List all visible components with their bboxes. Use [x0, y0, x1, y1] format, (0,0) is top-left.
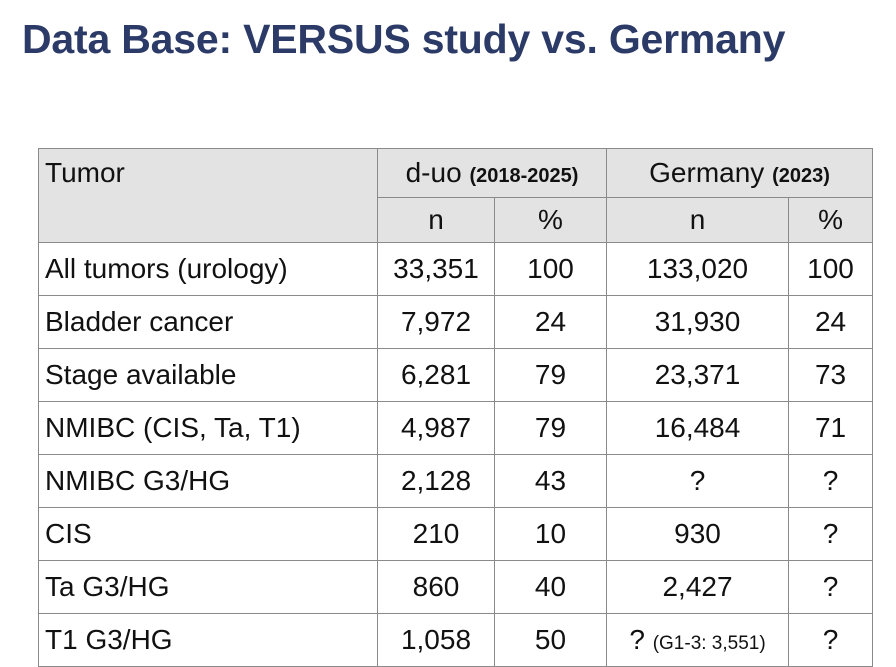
germany-n-cell: ? [606, 454, 790, 508]
data-table: Tumor d-uo (2018-2025) Germany (2023) n … [38, 148, 874, 667]
table-row: T1 G3/HG 1,058 50 ? (G1-3: 3,551) ? [38, 613, 874, 667]
header-germany-name: Germany [649, 157, 765, 188]
header-group-germany: Germany (2023) [606, 148, 874, 198]
duo-n-cell: 1,058 [377, 613, 495, 667]
row-label: All tumors (urology) [38, 242, 378, 296]
duo-pct-cell: 24 [493, 295, 608, 349]
germany-pct-cell: ? [788, 507, 874, 561]
germany-pct-cell: 100 [788, 242, 874, 296]
header-duo-period: (2018-2025) [469, 165, 579, 187]
table-row: NMIBC G3/HG 2,128 43 ? ? [38, 454, 874, 508]
header-duo-pct: % [493, 197, 608, 243]
duo-n-cell: 210 [377, 507, 495, 561]
duo-pct-cell: 40 [493, 560, 608, 614]
germany-n-cell: 31,930 [606, 295, 790, 349]
germany-n-cell: 23,371 [606, 348, 790, 402]
table-row: Ta G3/HG 860 40 2,427 ? [38, 560, 874, 614]
duo-pct-cell: 79 [493, 348, 608, 402]
table-row: All tumors (urology) 33,351 100 133,020 … [38, 242, 874, 296]
germany-n-note: (G1-3: 3,551) [652, 633, 766, 654]
row-label: Ta G3/HG [38, 560, 378, 614]
germany-pct-cell: ? [788, 613, 874, 667]
germany-pct-cell: ? [788, 560, 874, 614]
germany-n-cell: 2,427 [606, 560, 790, 614]
row-label: Bladder cancer [38, 295, 378, 349]
duo-n-cell: 860 [377, 560, 495, 614]
header-germany-n: n [606, 197, 790, 243]
header-duo-name: d-uo [405, 157, 462, 188]
duo-n-cell: 2,128 [377, 454, 495, 508]
table-row: Stage available 6,281 79 23,371 73 [38, 348, 874, 402]
header-germany-period: (2023) [772, 165, 830, 187]
duo-pct-cell: 50 [493, 613, 608, 667]
duo-n-cell: 33,351 [377, 242, 495, 296]
table-header-row: Tumor d-uo (2018-2025) Germany (2023) [38, 148, 874, 243]
header-tumor: Tumor [38, 148, 378, 243]
row-label: T1 G3/HG [38, 613, 378, 667]
header-duo-n: n [377, 197, 495, 243]
germany-n-cell: ? (G1-3: 3,551) [606, 613, 790, 667]
germany-n-cell: 133,020 [606, 242, 790, 296]
germany-n-value: ? [629, 624, 645, 655]
germany-pct-cell: 73 [788, 348, 874, 402]
germany-n-cell: 16,484 [606, 401, 790, 455]
row-label: Stage available [38, 348, 378, 402]
table-subheader-row: n % n % [38, 197, 874, 243]
duo-pct-cell: 43 [493, 454, 608, 508]
table-row: Bladder cancer 7,972 24 31,930 24 [38, 295, 874, 349]
germany-pct-cell: 24 [788, 295, 874, 349]
duo-pct-cell: 79 [493, 401, 608, 455]
row-label: NMIBC (CIS, Ta, T1) [38, 401, 378, 455]
germany-n-cell: 930 [606, 507, 790, 561]
header-germany-pct: % [788, 197, 874, 243]
slide-title: Data Base: VERSUS study vs. Germany [22, 16, 786, 62]
duo-pct-cell: 10 [493, 507, 608, 561]
row-label: CIS [38, 507, 378, 561]
header-group-duo: d-uo (2018-2025) [376, 148, 608, 198]
germany-pct-cell: ? [788, 454, 874, 508]
duo-n-cell: 4,987 [377, 401, 495, 455]
row-label: NMIBC G3/HG [38, 454, 378, 508]
table-row: CIS 210 10 930 ? [38, 507, 874, 561]
germany-pct-cell: 71 [788, 401, 874, 455]
duo-n-cell: 6,281 [377, 348, 495, 402]
duo-n-cell: 7,972 [377, 295, 495, 349]
table-row: NMIBC (CIS, Ta, T1) 4,987 79 16,484 71 [38, 401, 874, 455]
duo-pct-cell: 100 [493, 242, 608, 296]
